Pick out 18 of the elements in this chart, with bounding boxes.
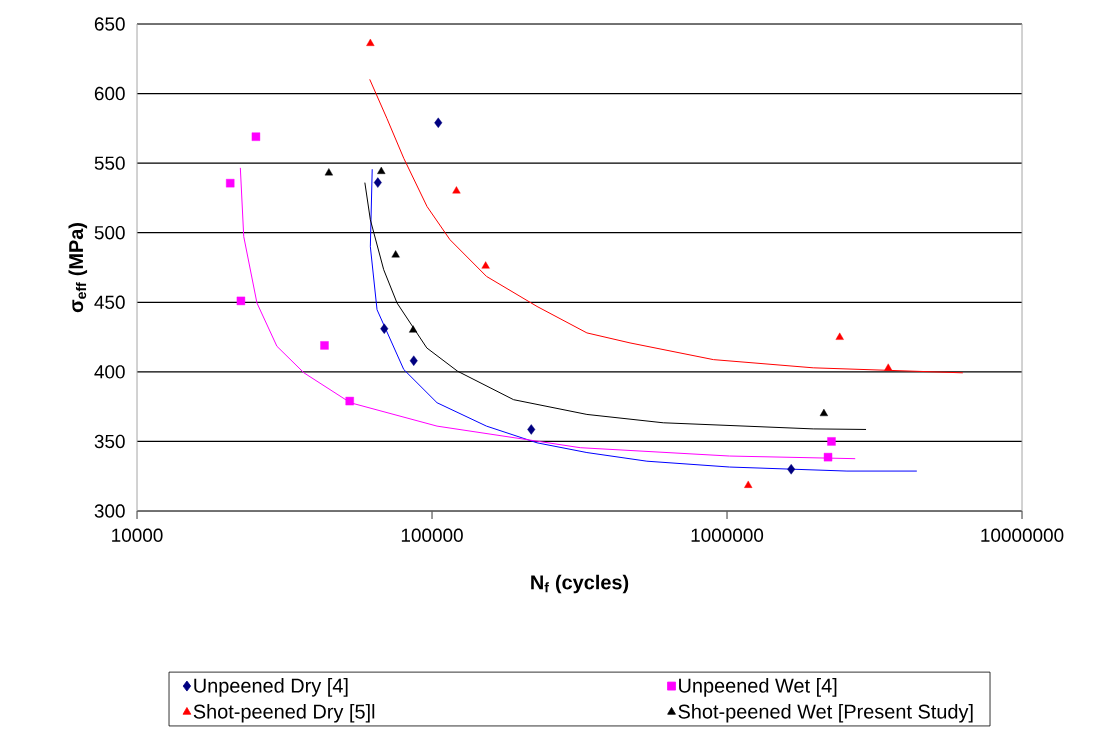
legend-label: Unpeened Wet [4] — [679, 678, 837, 697]
legend-label: Shot-peened Wet [Present Study] — [678, 704, 973, 723]
y-tick-label: 500 — [94, 226, 125, 240]
y-tick-label: 400 — [94, 365, 125, 379]
x-tick-label: 10000 — [112, 528, 163, 542]
x-tick-label: 10000000 — [981, 528, 1064, 542]
y-tick-label: 450 — [94, 295, 125, 309]
y-tick-label: 550 — [94, 156, 125, 170]
y-tick-label: 300 — [94, 504, 125, 518]
x-tick-label: 100000 — [401, 528, 463, 542]
y-axis-title: σ$_{eff}$ (MPa) — [68, 223, 88, 313]
y-tick-label: 650 — [94, 17, 125, 31]
legend-label: Unpeened Dry [4] — [194, 678, 348, 697]
legend-label: Shot-peened Dry [5]l — [193, 704, 375, 723]
x-tick-label: 1000000 — [691, 528, 764, 542]
y-tick-label: 350 — [94, 434, 125, 449]
x-axis-title: N$_{f}$ (cycles) — [531, 574, 629, 594]
y-tick-label: 600 — [94, 86, 125, 101]
